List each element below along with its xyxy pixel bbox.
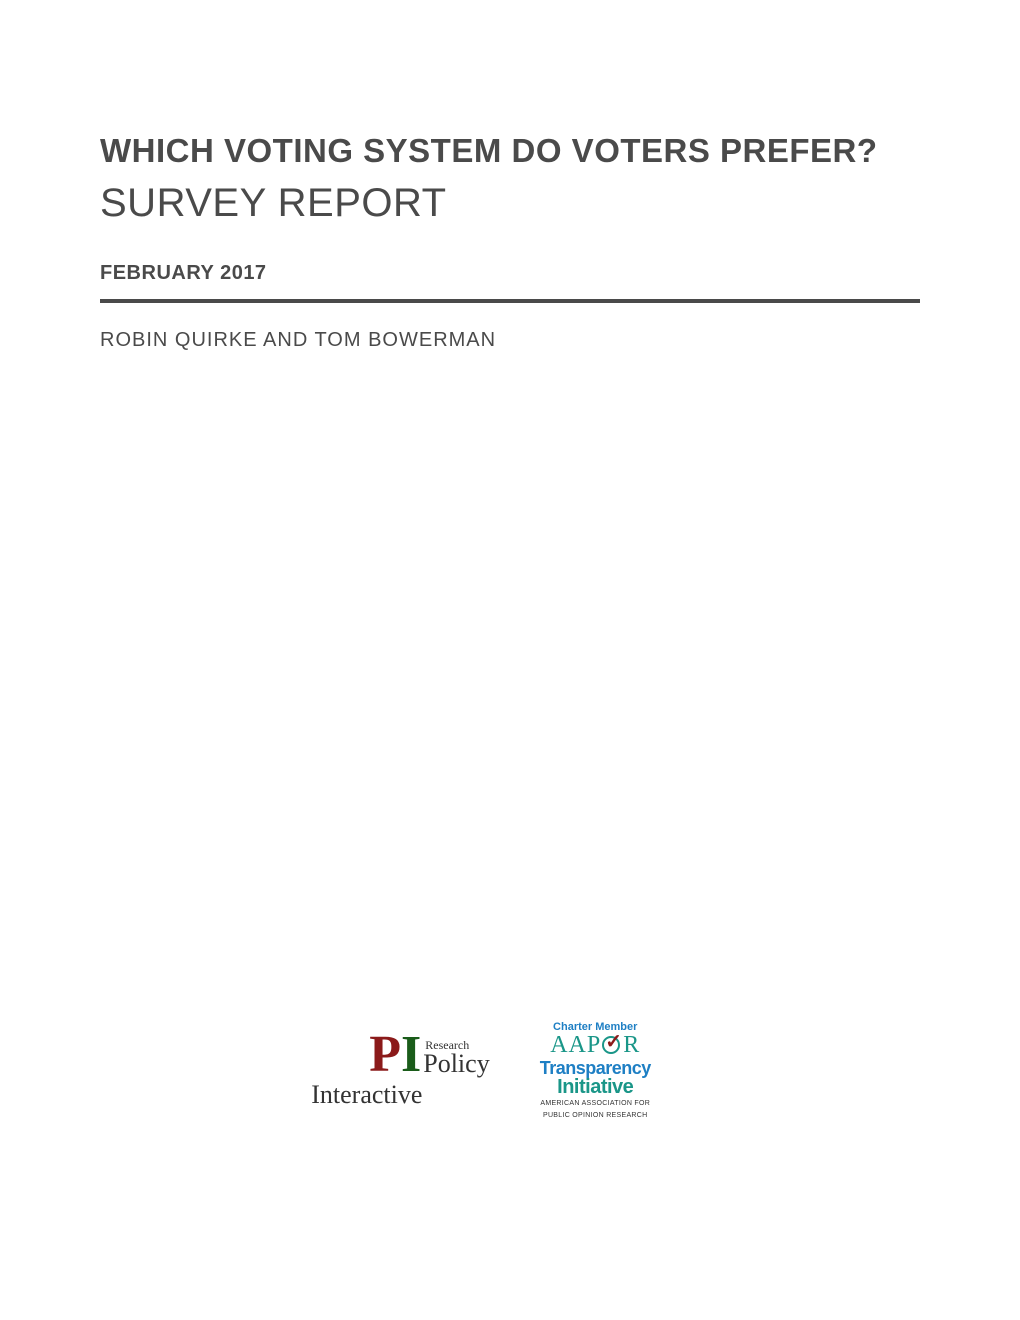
aapor-transparency-label: Transparency xyxy=(540,1059,651,1077)
report-date: FEBRUARY 2017 xyxy=(100,262,920,285)
pi-logo-i: I xyxy=(401,1026,421,1083)
pi-logo-initials: PI xyxy=(369,1032,421,1079)
aapor-subtitle-1: AMERICAN ASSOCIATION FOR xyxy=(540,1100,650,1108)
aapor-main-text: AAP ✓ R xyxy=(550,1033,640,1057)
pi-logo-p: P xyxy=(369,1026,401,1083)
aapor-aap: AAP xyxy=(550,1033,601,1057)
aapor-logo: Charter Member AAP ✓ R Transparency Init… xyxy=(540,1021,651,1120)
page-title-sub: SURVEY REPORT xyxy=(100,181,920,226)
aapor-check-icon: ✓ xyxy=(601,1034,623,1056)
pi-logo: PI Research Policy Interactive xyxy=(369,1032,489,1109)
logos-row: PI Research Policy Interactive Charter M… xyxy=(0,1021,1020,1120)
pi-logo-words: Research Policy xyxy=(423,1038,489,1077)
pi-logo-top: PI Research Policy xyxy=(369,1032,489,1079)
document-page: WHICH VOTING SYSTEM DO VOTERS PREFER? SU… xyxy=(0,0,1020,352)
aapor-subtitle-2: PUBLIC OPINION RESEARCH xyxy=(543,1112,648,1120)
pi-interactive-label: Interactive xyxy=(311,1081,489,1110)
heading-divider xyxy=(100,299,920,303)
pi-policy-label: Policy xyxy=(423,1051,489,1077)
page-title-main: WHICH VOTING SYSTEM DO VOTERS PREFER? xyxy=(100,130,920,173)
aapor-r: R xyxy=(623,1033,640,1057)
aapor-check-mark: ✓ xyxy=(605,1032,623,1052)
authors: ROBIN QUIRKE AND TOM BOWERMAN xyxy=(100,329,920,352)
aapor-initiative-label: Initiative xyxy=(557,1077,633,1097)
